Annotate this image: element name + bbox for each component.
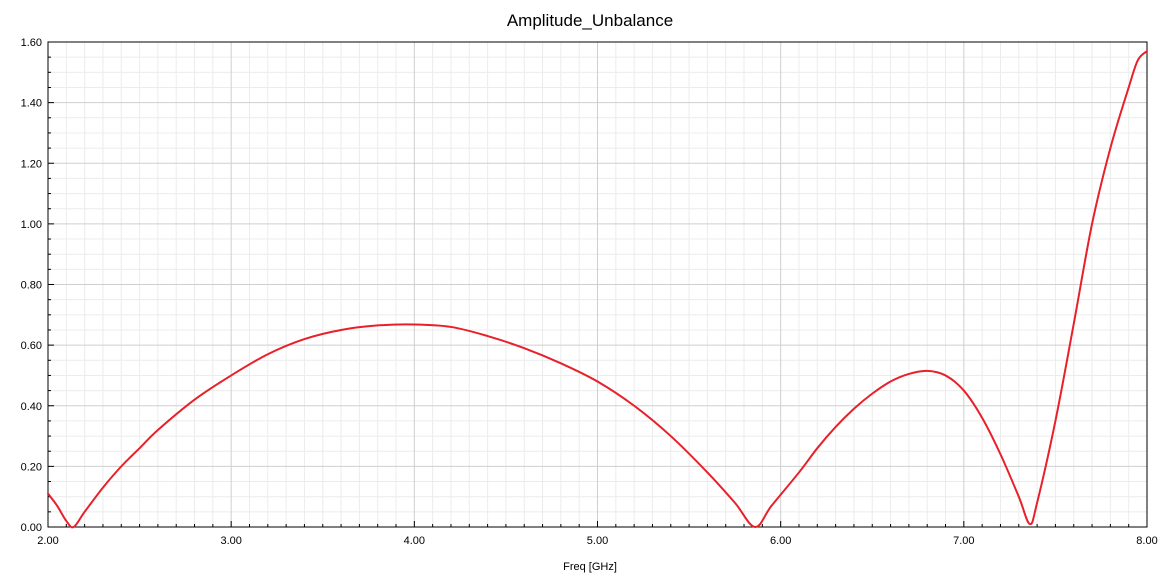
major-grid <box>48 42 1147 527</box>
y-tick-label: 0.20 <box>21 461 42 473</box>
x-tick-label: 8.00 <box>1136 535 1157 547</box>
x-tick-label: 6.00 <box>770 535 791 547</box>
x-axis-label: Freq [GHz] <box>563 561 617 573</box>
x-tick-labels: 2.00 3.00 4.00 5.00 6.00 7.00 8.00 <box>37 535 1157 547</box>
y-tick-label: 1.00 <box>21 219 42 231</box>
y-tick-label: 1.60 <box>21 37 42 49</box>
y-tick-label: 0.60 <box>21 340 42 352</box>
chart-title: Amplitude_Unbalance <box>507 11 673 30</box>
y-tick-label: 0.80 <box>21 280 42 292</box>
x-tick-label: 5.00 <box>587 535 608 547</box>
y-tick-label: 1.40 <box>21 98 42 110</box>
series-line-0 <box>47 50 1148 529</box>
y-tick-label: 0.00 <box>21 522 42 534</box>
x-tick-label: 3.00 <box>220 535 241 547</box>
x-tick-label: 4.00 <box>404 535 425 547</box>
x-tick-label: 7.00 <box>953 535 974 547</box>
axis-ticks <box>47 41 1148 528</box>
y-tick-label: 1.20 <box>21 158 42 170</box>
x-tick-label: 2.00 <box>37 535 58 547</box>
series-layer <box>47 50 1148 529</box>
y-tick-labels: 0.00 0.20 0.40 0.60 0.80 1.00 1.20 1.40 1.60 <box>21 37 42 534</box>
y-tick-label: 0.40 <box>21 401 42 413</box>
